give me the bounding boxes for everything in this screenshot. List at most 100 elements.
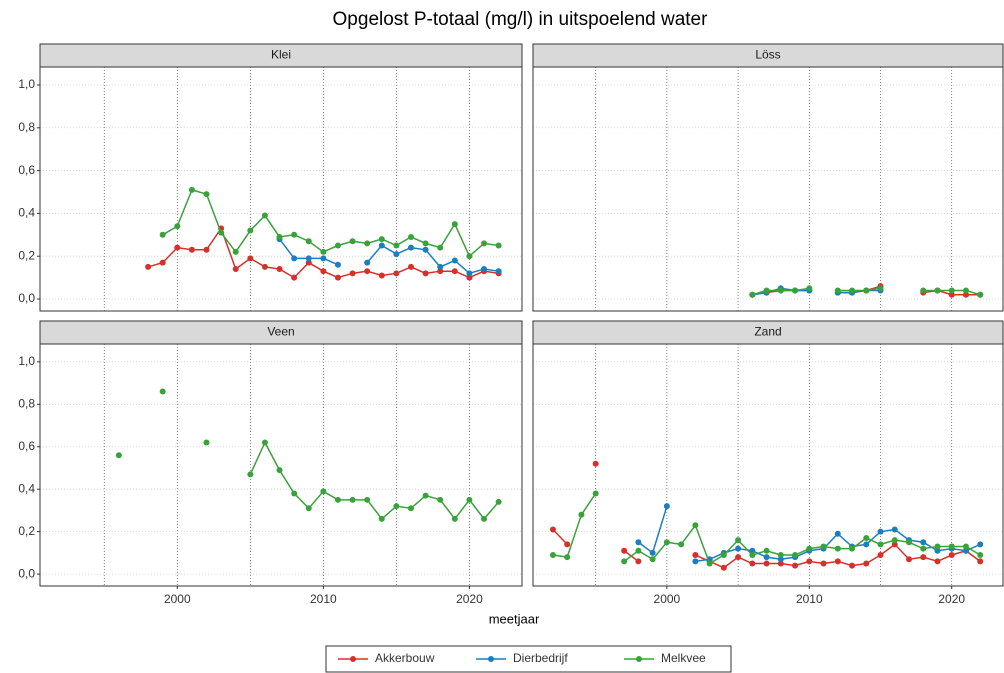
data-point bbox=[422, 492, 429, 499]
data-point bbox=[706, 560, 713, 567]
data-point bbox=[934, 543, 941, 550]
data-point bbox=[891, 537, 898, 544]
data-point bbox=[663, 503, 670, 510]
legend-dot bbox=[488, 656, 494, 662]
data-point bbox=[188, 246, 195, 253]
data-point bbox=[820, 560, 827, 567]
data-point bbox=[232, 266, 239, 273]
data-point bbox=[364, 496, 371, 503]
strip-label: Klei bbox=[271, 48, 291, 62]
data-point bbox=[906, 539, 912, 546]
data-point bbox=[451, 257, 458, 264]
data-point bbox=[174, 244, 181, 251]
data-point bbox=[378, 515, 385, 522]
y-tick-label: 0,8 bbox=[18, 120, 35, 134]
data-point bbox=[763, 287, 770, 294]
data-point bbox=[749, 560, 756, 567]
data-point bbox=[777, 556, 784, 563]
y-tick-label: 1,0 bbox=[18, 77, 35, 91]
data-point bbox=[820, 543, 827, 550]
data-point bbox=[621, 547, 628, 554]
data-point bbox=[349, 270, 356, 277]
data-point bbox=[849, 562, 856, 569]
legend-dot bbox=[350, 656, 356, 662]
data-point bbox=[934, 287, 941, 294]
y-tick-label: 0,0 bbox=[18, 566, 35, 580]
legend-label: Akkerbouw bbox=[375, 651, 435, 665]
data-point bbox=[777, 552, 784, 559]
data-point bbox=[806, 558, 813, 565]
data-point bbox=[549, 526, 556, 533]
strip-label: Veen bbox=[267, 325, 294, 339]
y-tick-label: 0,4 bbox=[18, 206, 35, 220]
data-point bbox=[145, 263, 152, 270]
data-point bbox=[407, 505, 414, 512]
data-point bbox=[663, 539, 670, 546]
data-point bbox=[437, 496, 444, 503]
data-point bbox=[378, 242, 385, 249]
series-line bbox=[162, 188, 499, 258]
data-point bbox=[863, 560, 870, 567]
data-point bbox=[159, 231, 166, 238]
data-point bbox=[962, 287, 969, 294]
data-point bbox=[437, 244, 444, 251]
data-point bbox=[564, 554, 571, 561]
panel bbox=[40, 67, 522, 311]
y-tick-label: 0,2 bbox=[18, 248, 35, 262]
data-point bbox=[621, 558, 628, 565]
data-point bbox=[305, 238, 312, 245]
data-point bbox=[203, 191, 210, 198]
x-axis-label: meetjaar bbox=[489, 611, 540, 626]
data-point bbox=[948, 287, 955, 294]
data-point bbox=[291, 490, 298, 497]
data-point bbox=[877, 552, 884, 559]
data-point bbox=[291, 255, 298, 262]
data-point bbox=[261, 212, 268, 219]
data-point bbox=[203, 246, 210, 253]
data-point bbox=[962, 543, 969, 550]
data-point bbox=[232, 248, 239, 255]
data-point bbox=[934, 558, 941, 565]
data-point bbox=[451, 515, 458, 522]
data-point bbox=[834, 545, 841, 552]
data-point bbox=[422, 246, 429, 253]
panel bbox=[40, 344, 522, 586]
data-point bbox=[203, 439, 210, 446]
data-point bbox=[877, 528, 884, 535]
data-point bbox=[247, 255, 254, 262]
data-point bbox=[777, 287, 784, 294]
data-point bbox=[948, 543, 955, 550]
x-tick-label: 2010 bbox=[796, 592, 823, 606]
data-point bbox=[393, 270, 400, 277]
data-point bbox=[962, 291, 969, 298]
data-point bbox=[393, 242, 400, 249]
x-tick-label: 2000 bbox=[164, 592, 191, 606]
data-point bbox=[849, 545, 856, 552]
data-point bbox=[276, 233, 283, 240]
data-point bbox=[649, 549, 656, 556]
data-point bbox=[349, 238, 356, 245]
data-point bbox=[692, 522, 699, 529]
y-tick-label: 0,6 bbox=[18, 439, 35, 453]
data-point bbox=[378, 236, 385, 243]
data-point bbox=[305, 505, 312, 512]
data-point bbox=[481, 515, 488, 522]
data-point bbox=[792, 552, 799, 559]
data-point bbox=[678, 541, 685, 548]
y-tick-label: 0,4 bbox=[18, 481, 35, 495]
data-point bbox=[749, 547, 756, 554]
data-point bbox=[218, 229, 225, 236]
data-point bbox=[334, 242, 341, 249]
data-point bbox=[692, 552, 699, 559]
data-point bbox=[451, 221, 458, 228]
data-point bbox=[407, 244, 414, 251]
series-line bbox=[249, 440, 500, 521]
data-point bbox=[948, 291, 955, 298]
data-point bbox=[364, 268, 371, 275]
data-point bbox=[920, 539, 927, 546]
data-point bbox=[349, 496, 356, 503]
data-point bbox=[863, 535, 870, 542]
x-tick-label: 2010 bbox=[310, 592, 337, 606]
data-point bbox=[495, 268, 502, 275]
